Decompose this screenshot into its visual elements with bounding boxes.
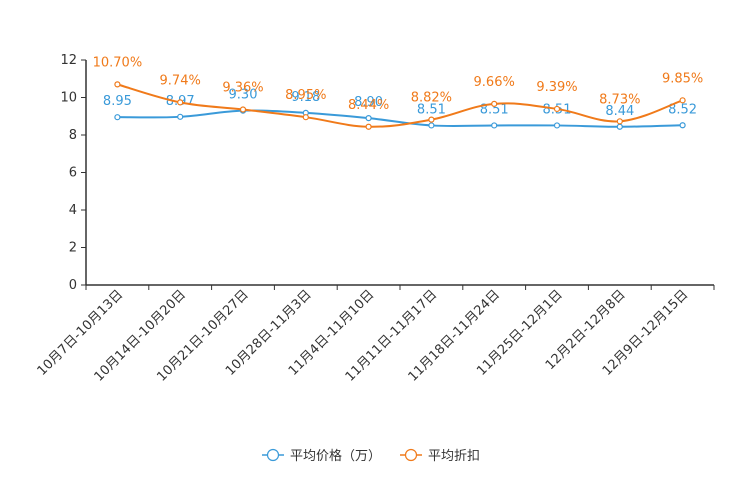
data-point [491,122,498,129]
data-point [114,114,121,121]
data-point [114,81,121,88]
data-label: 9.74% [160,73,201,88]
data-label: 8.82% [411,91,452,106]
data-point [553,105,561,113]
data-label: 8.51 [480,102,509,117]
data-point [679,122,686,129]
data-label: 8.90 [354,95,383,110]
data-label: 8.52 [668,102,697,117]
legend-marker [404,448,418,462]
legend-marker [266,448,280,462]
legend-label: 平均价格（万） [290,448,381,464]
data-label: 9.18 [291,90,320,105]
data-label: 8.44 [605,104,634,119]
data-point [428,116,435,123]
legend-label: 平均折扣 [428,449,480,464]
data-label: 9.30 [229,88,258,103]
series-line-1 [117,109,683,128]
data-point [302,114,309,121]
data-label: 9.39% [536,80,577,95]
data-point [428,122,435,129]
data-point [616,123,623,130]
y-tick-label: 0 [69,278,77,293]
data-label: 9.85% [662,71,703,86]
data-point [553,122,561,129]
y-tick-label: 8 [69,128,77,143]
y-tick-label: 6 [69,166,77,181]
data-point [491,100,498,107]
data-label: 9.36% [222,81,263,96]
data-label: 9.66% [474,75,515,90]
y-tick-label: 2 [69,241,77,256]
data-label: 8.95% [285,88,326,103]
data-label: 8.95 [103,94,132,109]
data-point [616,118,623,125]
data-label: 8.51 [417,102,446,117]
data-point [365,123,372,130]
y-tick-label: 12 [60,53,77,68]
y-tick-label: 10 [60,91,77,106]
data-label: 8.44% [348,98,389,113]
data-point [365,115,372,122]
data-point [679,97,686,104]
y-tick-label: 4 [69,203,77,218]
data-point [177,99,184,106]
data-label: 8.73% [599,92,640,107]
data-point [239,106,247,113]
data-label: 10.70% [93,55,143,70]
data-point [177,113,184,120]
series-line-2 [117,83,683,128]
